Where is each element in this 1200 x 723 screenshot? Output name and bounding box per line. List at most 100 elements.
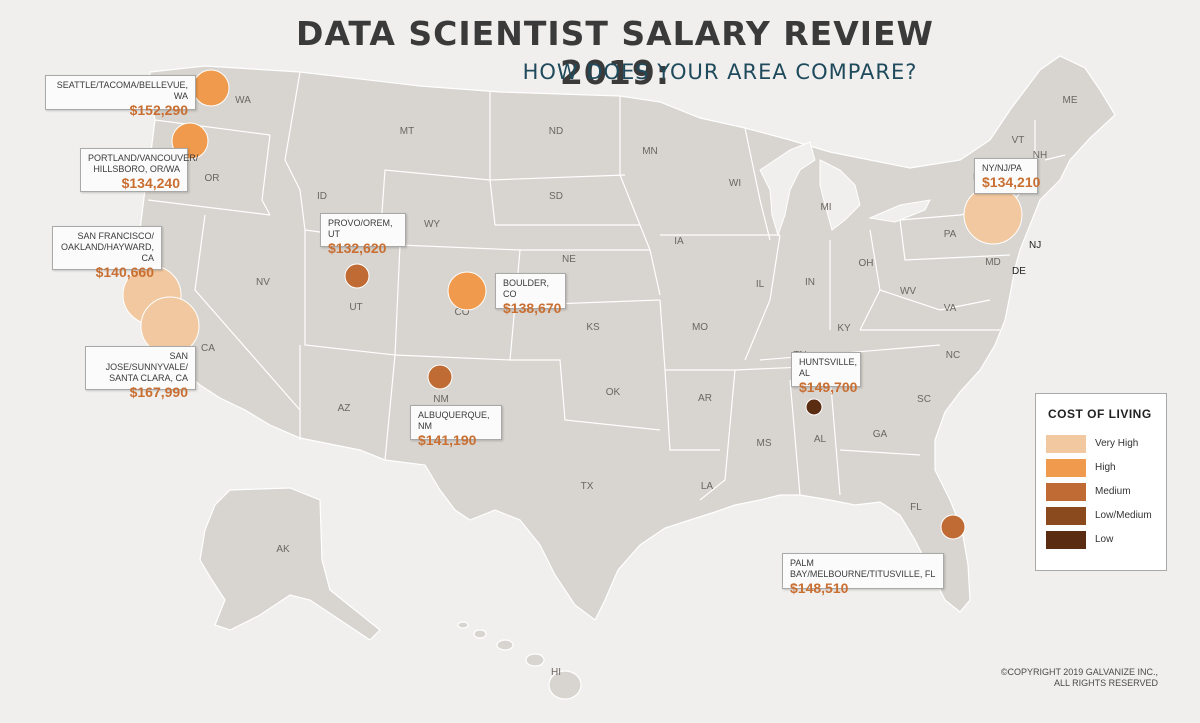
page-subtitle: HOW DOES YOUR AREA COMPARE? [522, 60, 918, 84]
state-label-mo: MO [692, 322, 708, 333]
lake-michigan-east [819, 159, 861, 231]
legend-title: COST OF LIVING [1048, 407, 1152, 421]
city-callout-san-jose[interactable]: SAN JOSE/SUNNYVALE/ SANTA CLARA, CA $167… [85, 346, 196, 400]
city-salary: $149,700 [799, 379, 858, 395]
state-label-fl: FL [910, 502, 922, 513]
city-callout-ny[interactable]: NY/NJ/PA $134,210 [974, 158, 1041, 194]
city-salary: $132,620 [328, 240, 387, 256]
cost-of-living-legend: COST OF LIVING Very High High Medium Low… [1035, 393, 1167, 571]
city-bubble-ny[interactable] [963, 185, 1023, 245]
state-borders [147, 71, 1066, 501]
city-area-label: SEATTLE/TACOMA/BELLEVUE, WA [56, 80, 188, 101]
state-label-il: IL [756, 279, 765, 290]
city-callout-provo[interactable]: PROVO/OREM, UT $132,620 [320, 213, 406, 256]
city-bubble-palm-bay[interactable] [940, 514, 966, 540]
state-label-wi: WI [729, 178, 741, 189]
state-label-ky: KY [837, 323, 851, 334]
city-area-label: SAN JOSE/SUNNYVALE/ SANTA CLARA, CA [105, 351, 188, 383]
state-label-ga: GA [873, 429, 888, 440]
state-label-ar: AR [698, 393, 712, 404]
legend-label: Low/Medium [1095, 510, 1152, 521]
state-label-co: CO [455, 307, 470, 318]
city-bubble-albuquerque[interactable] [427, 364, 453, 390]
lake-erie [868, 199, 931, 223]
legend-swatch [1046, 531, 1086, 549]
contiguous-us-landmass [139, 55, 1116, 621]
state-label-tx: TX [581, 481, 594, 492]
legend-item: Low/Medium [1046, 507, 1166, 525]
state-label-ne: NE [562, 254, 576, 265]
state-label-pa: PA [944, 229, 957, 240]
city-bubble-huntsville[interactable] [805, 398, 823, 416]
legend-swatch [1046, 459, 1086, 477]
legend-label: High [1095, 462, 1116, 473]
city-callout-portland[interactable]: PORTLAND/VANCOUVER/ HILLSBORO, OR/WA $13… [80, 148, 198, 192]
state-label-id: ID [317, 191, 327, 202]
state-label-va: VA [944, 303, 957, 314]
state-label-ca: CA [201, 343, 215, 354]
city-bubble-seattle[interactable] [192, 69, 230, 107]
state-label-ok: OK [606, 387, 621, 398]
legend-label: Medium [1095, 486, 1131, 497]
city-bubble-boulder[interactable] [447, 271, 487, 311]
legend-item: High [1046, 459, 1166, 477]
legend-label: Very High [1095, 438, 1139, 449]
legend-swatch [1046, 507, 1086, 525]
state-label-mi: MI [820, 202, 831, 213]
city-callout-albuquerque[interactable]: ALBUQUERQUE, NM $141,190 [410, 405, 502, 448]
legend-item: Medium [1046, 483, 1166, 501]
state-labels: WA OR CA NV ID MT WY UT CO AZ NM ND SD NE KS OK TX MN IA MO… [201, 95, 1078, 678]
state-label-la: LA [701, 481, 714, 492]
city-callout-huntsville[interactable]: HUNTSVILLE, AL $149,700 [791, 352, 861, 395]
state-label-in: IN [805, 277, 815, 288]
state-label-wv: WV [900, 286, 916, 297]
state-label-vt: VT [1012, 135, 1025, 146]
state-label-wa: WA [235, 95, 251, 106]
city-callout-seattle[interactable]: SEATTLE/TACOMA/BELLEVUE, WA $152,290 [45, 75, 196, 118]
hawaii-islands [457, 621, 582, 700]
state-label-nh: NH [1033, 150, 1047, 161]
city-salary: $152,290 [129, 102, 188, 118]
state-label-nj: NJ [1029, 240, 1042, 251]
alaska-landmass [199, 487, 381, 641]
state-label-ut: UT [349, 302, 362, 313]
copyright-notice: ©COPYRIGHT 2019 GALVANIZE INC., ALL RIGH… [1000, 667, 1158, 688]
city-salary: $134,210 [982, 174, 1041, 190]
state-label-hi: HI [551, 667, 561, 678]
state-label-wy: WY [424, 219, 440, 230]
state-label-ak: AK [276, 544, 290, 555]
legend-swatch [1046, 483, 1086, 501]
legend-swatch [1046, 435, 1086, 453]
city-area-label: ALBUQUERQUE, NM [418, 410, 490, 431]
city-bubble-provo[interactable] [344, 263, 370, 289]
page-title: DATA SCIENTIST SALARY REVIEW 2019: [296, 14, 934, 92]
state-label-mt: MT [400, 126, 414, 137]
city-salary: $134,240 [121, 175, 180, 191]
state-label-me: ME [1063, 95, 1078, 106]
legend-label: Low [1095, 534, 1114, 545]
state-label-de: DE [1012, 266, 1026, 277]
state-label-md: MD [985, 257, 1001, 268]
state-label-oh: OH [859, 258, 874, 269]
state-label-nc: NC [946, 350, 960, 361]
city-area-label: BOULDER, CO [503, 278, 550, 299]
state-label-mn: MN [642, 146, 658, 157]
city-area-label: HUNTSVILLE, AL [799, 357, 858, 378]
city-salary: $138,670 [503, 300, 562, 316]
state-label-al: AL [814, 434, 827, 445]
city-area-label: PALM BAY/MELBOURNE/TITUSVILLE, FL [790, 558, 936, 579]
state-label-nd: ND [549, 126, 563, 137]
state-label-ia: IA [674, 236, 684, 247]
state-label-sd: SD [549, 191, 563, 202]
city-bubbles [122, 69, 1023, 540]
city-area-label: PROVO/OREM, UT [328, 218, 393, 239]
city-callout-san-francisco[interactable]: SAN FRANCISCO/ OAKLAND/HAYWARD, CA $140,… [52, 226, 162, 280]
city-callout-palm-bay[interactable]: PALM BAY/MELBOURNE/TITUSVILLE, FL $148,5… [782, 553, 944, 596]
state-label-nm: NM [433, 394, 449, 405]
legend-item: Low [1046, 531, 1166, 549]
city-salary: $141,190 [418, 432, 477, 448]
state-label-ms: MS [757, 438, 772, 449]
city-callout-boulder[interactable]: BOULDER, CO $138,670 [495, 273, 566, 316]
state-label-nv: NV [256, 277, 270, 288]
